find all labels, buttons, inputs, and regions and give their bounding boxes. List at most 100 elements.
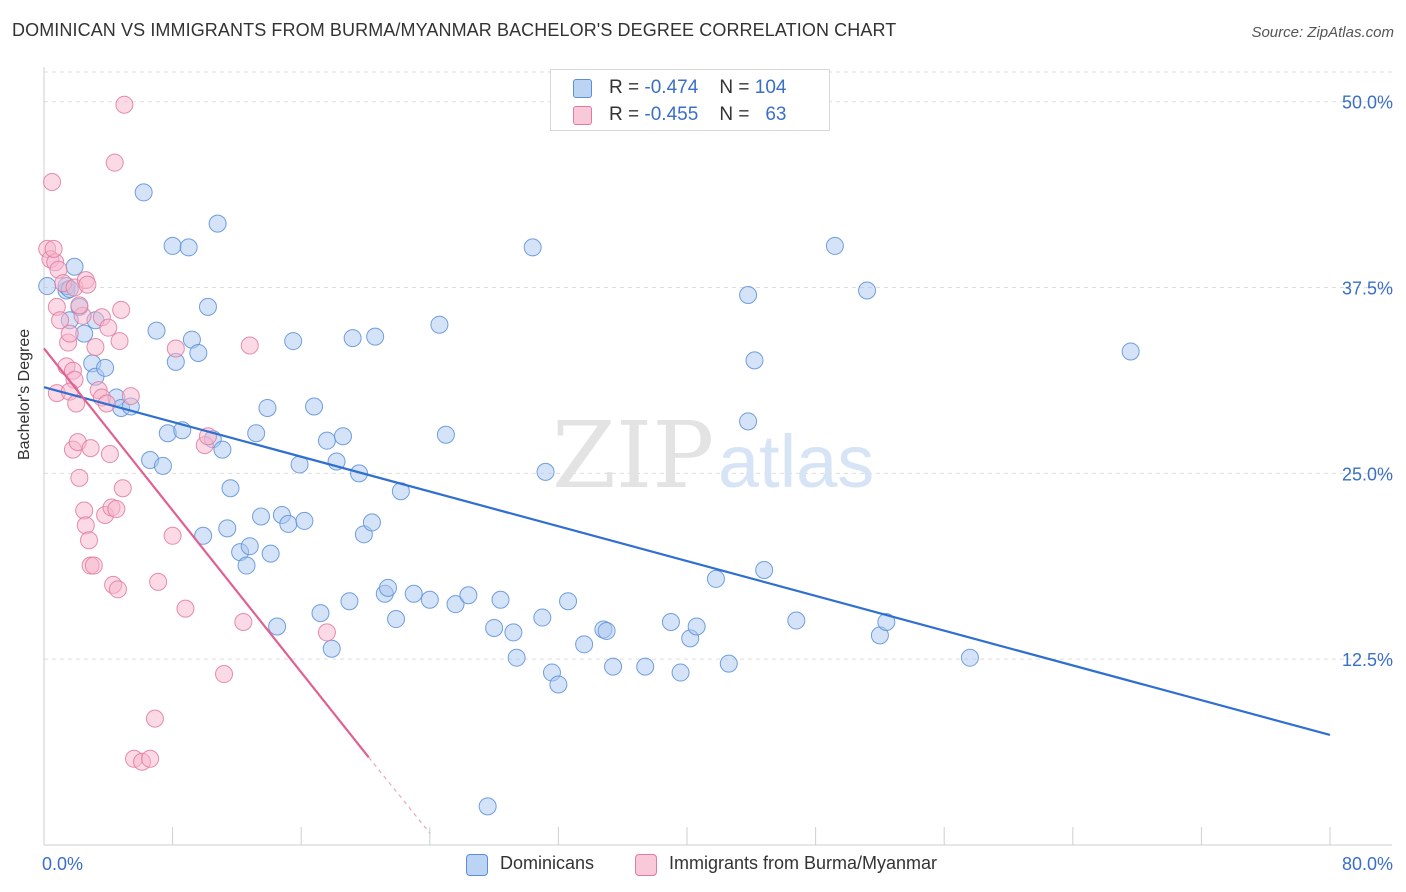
dominican-point: [317, 431, 336, 450]
dominican-point: [745, 351, 764, 370]
watermark: ZIP atlas: [552, 402, 874, 509]
dominican-point: [491, 590, 510, 609]
burma-point: [176, 599, 195, 618]
dominican-point: [636, 657, 655, 676]
dominican-point: [387, 610, 406, 629]
legend-swatch-pink: [573, 106, 592, 125]
dominican-point: [719, 654, 738, 673]
x-tick-label: 0.0%: [42, 854, 83, 874]
legend-r-label: R =: [609, 77, 640, 98]
dominican-point: [825, 236, 844, 255]
legend-r-value: -0.474: [644, 77, 699, 98]
y-tick-label: 25.0%: [1342, 464, 1393, 484]
legend-r-label: R =: [609, 104, 640, 125]
dominican-point: [194, 526, 213, 545]
burma-point: [84, 556, 103, 575]
dominican-point: [218, 519, 237, 538]
burma-point: [105, 153, 124, 172]
burma-point: [76, 516, 95, 535]
burma-point: [60, 324, 79, 343]
x-tick-label: 80.0%: [1342, 854, 1393, 874]
trend-layer: [43, 347, 1331, 834]
dominican-point: [247, 424, 266, 443]
y-axis-label: Bachelor's Degree: [16, 328, 33, 460]
dominican-point: [536, 462, 555, 481]
burma-point: [215, 665, 234, 684]
y-tick-label: 37.5%: [1342, 279, 1393, 299]
dominican-point: [340, 592, 359, 611]
burma-point: [75, 501, 94, 520]
y-tick-label: 12.5%: [1342, 650, 1393, 670]
burma-point: [121, 387, 140, 406]
dominican-point: [237, 556, 256, 575]
dominican-point: [295, 511, 314, 530]
dominican-point: [478, 797, 497, 816]
burma-point: [145, 709, 164, 728]
dominican-point: [208, 214, 227, 233]
dominican-point: [379, 578, 398, 597]
dominican-point: [485, 618, 504, 637]
series-name-burma: Immigrants from Burma/Myanmar: [669, 853, 938, 873]
dominican-point: [322, 639, 341, 658]
burma-point: [234, 613, 253, 632]
dominican-point: [189, 343, 208, 362]
burma-point: [43, 173, 62, 192]
burma-trendline: [43, 347, 370, 758]
dominican-point: [960, 648, 979, 667]
dominican-point: [134, 183, 153, 202]
dominican-point: [671, 663, 690, 682]
series-swatch-blue: [466, 854, 488, 876]
dominican-point: [65, 257, 84, 276]
dominican-point: [261, 544, 280, 563]
dominican-point: [343, 329, 362, 348]
dominican-point: [446, 595, 465, 614]
dominican-point: [163, 236, 182, 255]
dominican-point: [366, 327, 385, 346]
burma-point: [80, 531, 99, 550]
dominican-point: [240, 537, 259, 556]
legend-n-value: 63: [765, 104, 787, 125]
dominican-point: [252, 507, 271, 526]
dominican-point: [198, 297, 217, 316]
tick-labels: 12.5% 25.0% 37.5% 50.0% 0.0% 80.0%: [42, 93, 1393, 874]
burma-point: [51, 311, 70, 330]
dominican-point: [268, 617, 287, 636]
y-tick-label: 50.0%: [1342, 93, 1393, 113]
dominican-point: [333, 427, 352, 446]
burma-point: [110, 332, 129, 351]
dominican-point: [284, 332, 303, 351]
dominican-point: [436, 425, 455, 444]
dominican-point: [787, 611, 806, 630]
dominican-point: [404, 584, 423, 603]
dominican-point: [549, 675, 568, 694]
dominican-point: [459, 586, 478, 605]
dominican-point: [279, 514, 298, 533]
dominican-point: [153, 456, 172, 475]
dominican-point: [559, 592, 578, 611]
burma-point: [240, 336, 259, 355]
dominican-point: [38, 277, 57, 296]
burma-point: [163, 526, 182, 545]
burma-point: [115, 95, 134, 114]
burma-point: [86, 338, 105, 357]
burma-point: [113, 479, 132, 498]
dominican-point: [430, 315, 449, 334]
burma-point: [141, 749, 160, 768]
burma-point: [108, 580, 127, 599]
burma-point: [107, 500, 126, 519]
burma-trendline-extension: [368, 756, 431, 834]
dominican-point: [221, 479, 240, 498]
burma-point: [317, 623, 336, 642]
dominican-point: [311, 604, 330, 623]
legend-n-label: N =: [719, 104, 750, 125]
dominican-point: [877, 613, 896, 632]
burma-point: [81, 439, 100, 458]
points-layer: [38, 95, 1140, 816]
dominican-point: [523, 238, 542, 257]
dominican-point: [507, 648, 526, 667]
dominican-point: [739, 285, 758, 304]
legend-r-value: -0.455: [644, 104, 699, 125]
dominican-point: [687, 617, 706, 636]
dominican-point: [706, 569, 725, 588]
